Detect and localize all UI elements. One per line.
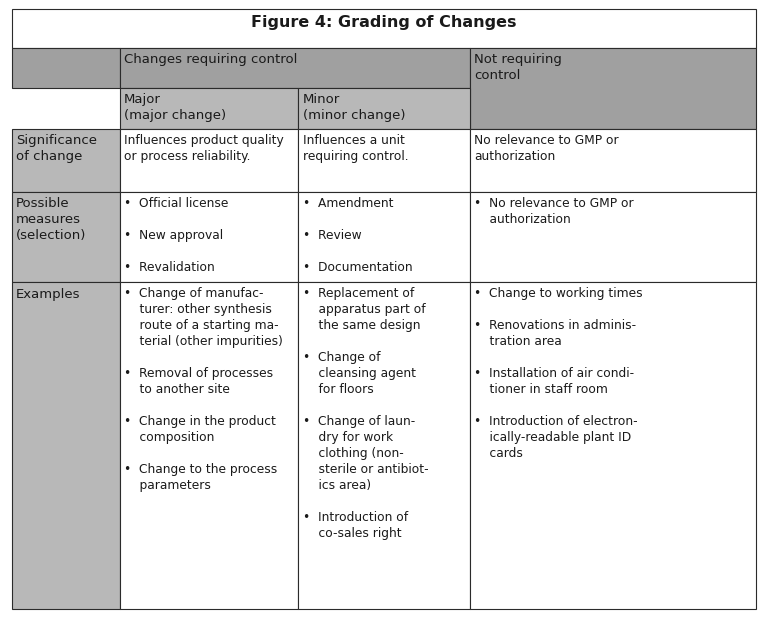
- Bar: [12, 192, 120, 282]
- Text: Major
(major change): Major (major change): [124, 93, 227, 122]
- Bar: [470, 282, 756, 609]
- Text: •  No relevance to GMP or
    authorization: • No relevance to GMP or authorization: [475, 197, 634, 226]
- Text: •  Amendment

•  Review

•  Documentation: • Amendment • Review • Documentation: [303, 197, 412, 274]
- Bar: [120, 129, 298, 192]
- Text: •  Official license

•  New approval

•  Revalidation: • Official license • New approval • Reva…: [124, 197, 229, 274]
- Bar: [12, 129, 120, 192]
- Bar: [120, 282, 298, 609]
- Bar: [470, 129, 756, 192]
- Bar: [470, 192, 756, 282]
- Text: •  Change to working times

•  Renovations in adminis-
    tration area

•  Inst: • Change to working times • Renovations …: [475, 287, 643, 460]
- Text: Influences a unit
requiring control.: Influences a unit requiring control.: [303, 134, 409, 163]
- Bar: [298, 88, 470, 129]
- Bar: [298, 129, 470, 192]
- Text: Not requiring
control: Not requiring control: [475, 53, 562, 82]
- Text: Changes requiring control: Changes requiring control: [124, 53, 297, 66]
- Text: •  Replacement of
    apparatus part of
    the same design

•  Change of
    cl: • Replacement of apparatus part of the s…: [303, 287, 429, 540]
- Text: •  Change of manufac-
    turer: other synthesis
    route of a starting ma-
   : • Change of manufac- turer: other synthe…: [124, 287, 283, 492]
- Bar: [120, 192, 298, 282]
- Bar: [470, 48, 756, 129]
- Text: No relevance to GMP or
authorization: No relevance to GMP or authorization: [475, 134, 619, 163]
- Text: Possible
measures
(selection): Possible measures (selection): [16, 197, 87, 242]
- Bar: [12, 48, 120, 88]
- Text: Examples: Examples: [16, 288, 81, 301]
- Bar: [298, 282, 470, 609]
- Text: Figure 4: Grading of Changes: Figure 4: Grading of Changes: [251, 15, 517, 30]
- Bar: [120, 48, 470, 88]
- Bar: [298, 192, 470, 282]
- Bar: [12, 9, 756, 48]
- Text: Influences product quality
or process reliability.: Influences product quality or process re…: [124, 134, 284, 163]
- Bar: [12, 282, 120, 609]
- Text: Minor
(minor change): Minor (minor change): [303, 93, 406, 122]
- Bar: [120, 88, 298, 129]
- Text: Significance
of change: Significance of change: [16, 134, 97, 163]
